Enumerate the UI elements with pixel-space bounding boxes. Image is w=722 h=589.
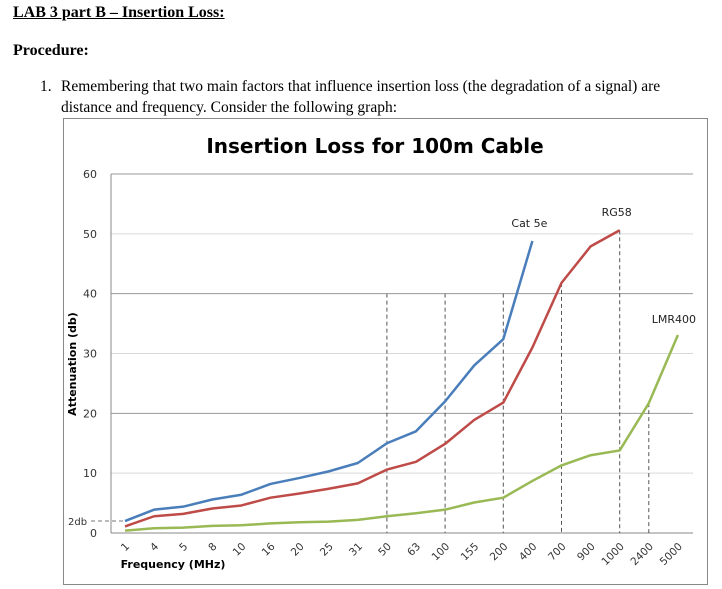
y-tick-label: 30 [83,348,97,361]
document-title: LAB 3 part B – Insertion Loss: [13,4,225,21]
series-label: RG58 [602,206,632,219]
y-tick-label: 0 [90,527,97,540]
y-axis-label: Attenuation (db) [66,312,79,416]
x-tick-label: 1 [119,541,132,554]
chart: Insertion Loss for 100m Cable Attenuatio… [63,118,708,585]
x-tick-label: 900 [575,541,598,564]
x-tick-label: 155 [459,541,482,564]
x-tick-label: 16 [260,540,278,558]
series-line-cat-5e [124,240,534,523]
list-number: 1. [40,78,52,95]
series-label: LMR400 [652,313,696,326]
x-tick-label: 50 [376,541,394,559]
chart-title: Insertion Loss for 100m Cable [206,134,543,158]
x-tick-label: 25 [318,541,336,559]
series-line-lmr400 [124,334,680,532]
x-tick-label: 200 [488,541,511,564]
x-tick-label: 10 [231,541,249,559]
x-tick-label: 400 [517,541,540,564]
y-tick-label: 50 [83,228,97,241]
section-heading: Procedure: [13,42,89,59]
y-tick-label: 10 [83,467,97,480]
x-tick-label: 63 [405,541,423,559]
series-label: Cat 5e [511,217,547,230]
x-tick-label: 4 [148,540,161,553]
x-tick-label: 8 [206,541,219,554]
x-tick-label: 31 [347,541,365,559]
x-tick-label: 2400 [629,541,656,568]
x-tick-label: 20 [289,541,307,559]
series-line-rg58 [124,229,621,528]
x-tick-label: 5 [177,541,190,554]
y-tick-label: 60 [83,168,97,181]
x-tick-label: 1000 [599,541,626,568]
chart-svg: Insertion Loss for 100m Cable Attenuatio… [66,134,696,571]
reference-label-2db: 2db [68,517,87,528]
x-tick-label: 700 [546,541,569,564]
y-tick-label: 20 [83,407,97,420]
x-tick-label: 100 [430,541,453,564]
x-axis-label: Frequency (MHz) [121,558,226,571]
x-tick-label: 5000 [658,541,685,568]
list-text: Remembering that two main factors that i… [61,78,661,116]
y-tick-label: 40 [83,288,97,301]
